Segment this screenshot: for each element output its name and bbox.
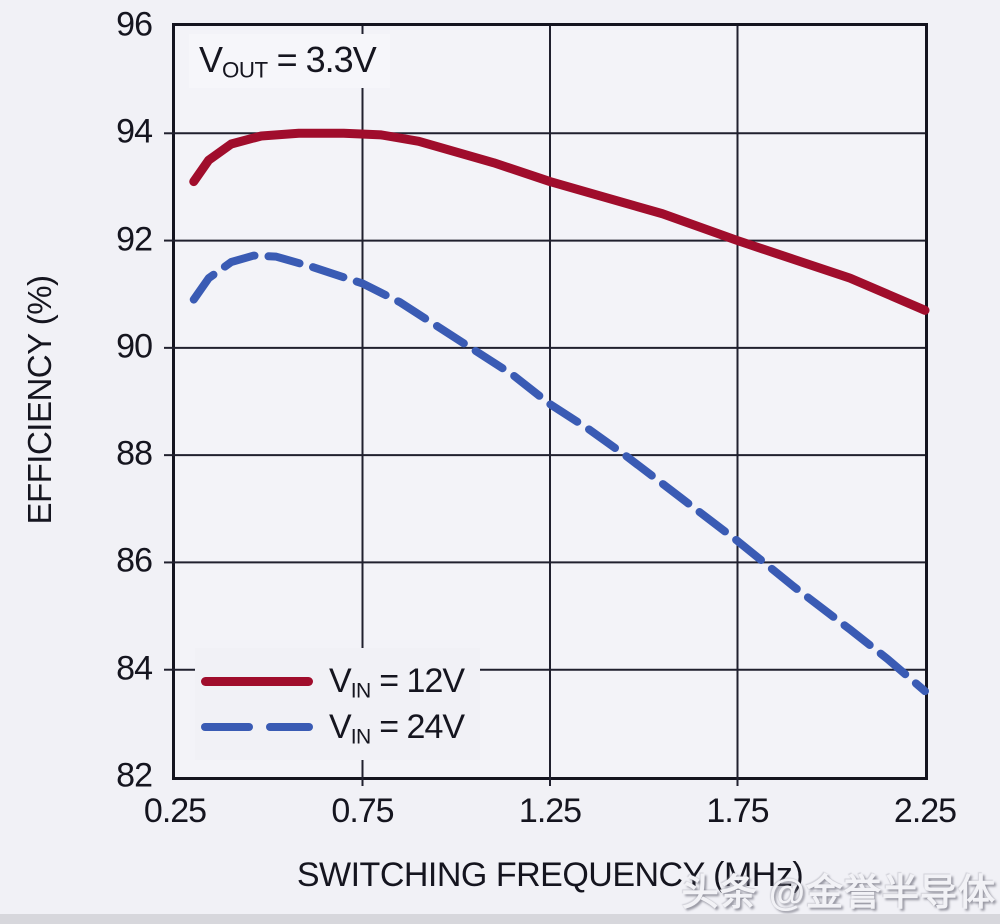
legend-row-24v: VIN = 24V (201, 704, 465, 750)
watermark: 头条 @金誉半导体 (681, 872, 996, 913)
y-axis-title: EFFICIENCY (%) (21, 275, 58, 525)
plot-canvas (164, 26, 930, 786)
legend-12v-rest: = 12V (370, 661, 465, 700)
legend-line-solid-icon (201, 676, 313, 686)
bottom-strip (0, 914, 1000, 924)
y-tick-label-96: 96 (116, 5, 153, 44)
x-tick-label-0.75: 0.75 (331, 792, 394, 830)
solid-line-swatch (201, 676, 313, 686)
x-tick-label-2.25: 2.25 (893, 792, 957, 830)
x-axis-title: SWITCHING FREQUENCY (MHz) (296, 856, 804, 894)
legend-label-12v: VIN = 12V (329, 661, 465, 702)
legend-24v-rest: = 24V (370, 707, 465, 746)
x-tick-label-1.25: 1.25 (518, 792, 582, 830)
y-tick-label-88: 88 (116, 434, 153, 473)
dash-swatch-1 (201, 723, 253, 731)
series-line-12v (189, 128, 930, 315)
legend-12v-subscript: IN (350, 678, 372, 702)
y-tick-label-82: 82 (116, 756, 153, 795)
annotation-prefix: V (199, 39, 223, 80)
legend: VIN = 12V VIN = 24V (195, 648, 481, 760)
plot-area: VOUT = 3.3V VIN = 12V VIN = 24V (164, 23, 930, 786)
annotation-rest: = 3.3V (267, 39, 377, 80)
y-tick-label-84: 84 (116, 649, 153, 688)
y-tick-label-92: 92 (116, 220, 153, 259)
dash-swatch-2 (266, 723, 313, 731)
annotation-subscript: OUT (222, 57, 268, 83)
x-tick-label-1.75: 1.75 (706, 792, 769, 830)
y-tick-label-90: 90 (116, 327, 153, 366)
legend-line-dashed-icon (201, 723, 313, 731)
vout-annotation: VOUT = 3.3V (189, 34, 390, 88)
legend-24v-subscript: IN (350, 724, 372, 748)
legend-12v-prefix: V (329, 661, 352, 700)
legend-24v-prefix: V (329, 707, 352, 746)
legend-label-24v: VIN = 24V (329, 707, 465, 748)
legend-row-12v: VIN = 12V (201, 658, 465, 704)
series-line-24v (189, 251, 929, 696)
y-tick-label-94: 94 (116, 113, 153, 152)
x-tick-label-0.25: 0.25 (143, 792, 207, 830)
y-tick-label-86: 86 (116, 542, 153, 581)
